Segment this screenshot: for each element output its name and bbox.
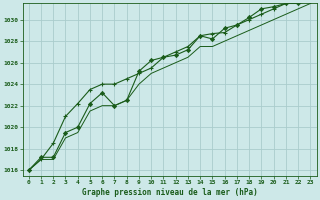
X-axis label: Graphe pression niveau de la mer (hPa): Graphe pression niveau de la mer (hPa) (82, 188, 258, 197)
